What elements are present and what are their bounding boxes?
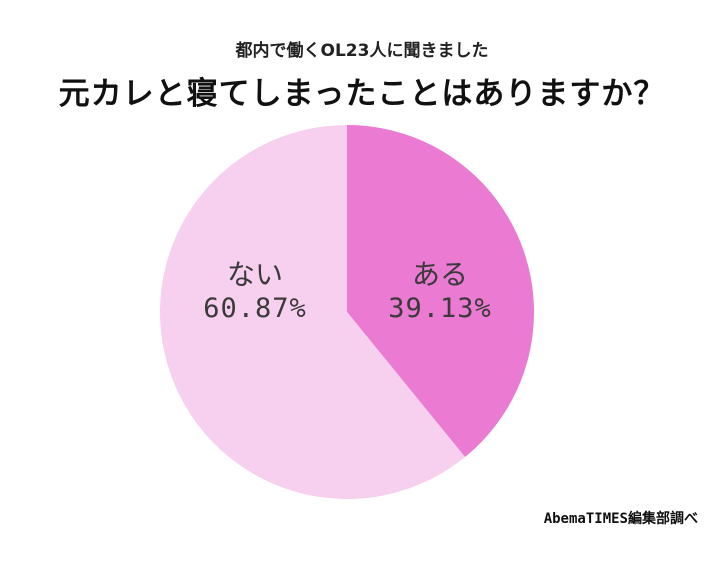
slice-label-nai-percent: 60.87% xyxy=(203,293,307,324)
pie-slice-aru xyxy=(347,125,534,458)
chart-title: 元カレと寝てしまったことはありますか？ xyxy=(58,76,666,112)
slice-label-nai-name: ない xyxy=(226,258,283,291)
pie-slice-nai xyxy=(160,125,466,499)
slice-label-nai: ない 60.87% xyxy=(190,258,320,326)
chart-subtitle: 都内で働くOL23人に聞きました xyxy=(235,41,489,61)
slice-label-aru: ある 39.13% xyxy=(375,258,505,326)
slice-label-aru-name: ある xyxy=(411,258,468,291)
slice-label-aru-percent: 39.13% xyxy=(388,293,492,324)
source-note: AbemaTIMES編集部調べ xyxy=(543,511,698,527)
